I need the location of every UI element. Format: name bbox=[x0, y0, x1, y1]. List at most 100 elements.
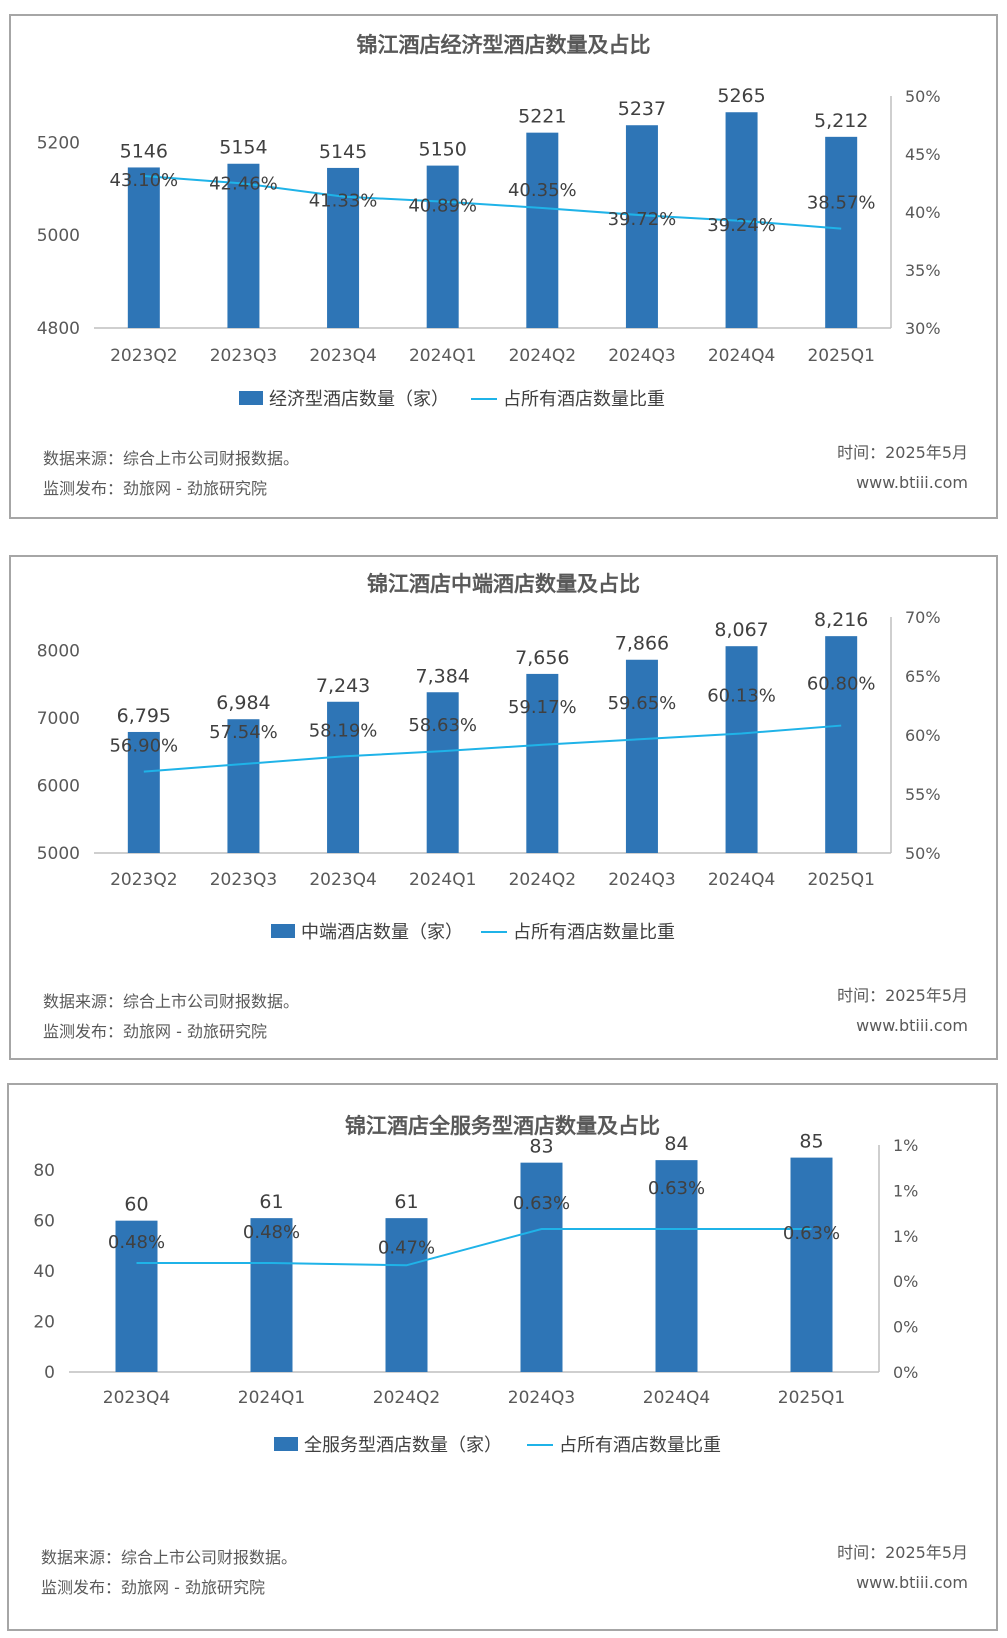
economy-hotel-chart: 4800 5000 5200 30% 35% 40% 45% 50% 5146 2023Q2 515… bbox=[37, 85, 941, 410]
category-label: 2024Q4 bbox=[643, 1388, 710, 1408]
share-value-label: 0.63% bbox=[783, 1223, 840, 1244]
share-value-label: 57.54% bbox=[209, 722, 278, 743]
share-value-label: 38.57% bbox=[807, 193, 876, 214]
share-value-label: 40.89% bbox=[408, 196, 477, 217]
category-label: 2024Q2 bbox=[509, 870, 576, 890]
y-right-tick-label: 30% bbox=[905, 319, 941, 338]
data-source: 数据来源：综合上市公司财报数据。 bbox=[41, 1548, 298, 1567]
share-value-label: 39.72% bbox=[608, 209, 677, 230]
category-label: 2023Q3 bbox=[210, 346, 277, 366]
bar-value-label: 5237 bbox=[618, 98, 666, 120]
bar-2025Q1 bbox=[825, 136, 858, 328]
category-label: 2023Q4 bbox=[103, 1388, 170, 1408]
midscale-hotel-chart-panel: 锦江酒店中端酒店数量及占比 5000 6000 7000 8000 50% 55% 60% 6… bbox=[9, 555, 998, 1060]
share-value-label: 41.33% bbox=[309, 191, 378, 212]
category-label: 2024Q4 bbox=[708, 870, 775, 890]
share-value-label: 40.35% bbox=[508, 180, 577, 201]
share-value-label: 0.47% bbox=[378, 1237, 435, 1258]
data-source: 数据来源：综合上市公司财报数据。 bbox=[43, 992, 300, 1011]
legend-line-label: 占所有酒店数量比重 bbox=[513, 922, 675, 943]
full-service-hotel-chart: 0 20 40 60 80 0% 0% 0% 1% 1% 1% 60 2023Q4 61 2024Q1 61 2… bbox=[33, 1131, 918, 1456]
footer-left: 数据来源：综合上市公司财报数据。 监测发布：劲旅网 - 劲旅研究院 bbox=[43, 987, 299, 1047]
y-right-tick-label: 0% bbox=[893, 1318, 918, 1337]
category-label: 2025Q1 bbox=[778, 1388, 845, 1408]
y-right-tick-label: 1% bbox=[893, 1227, 918, 1246]
y-left-tick-label: 6000 bbox=[37, 777, 80, 797]
y-right-tick-label: 70% bbox=[905, 608, 941, 627]
share-value-label: 59.17% bbox=[508, 697, 577, 718]
share-value-label: 0.48% bbox=[243, 1222, 300, 1243]
bar-value-label: 5146 bbox=[120, 140, 168, 162]
share-value-label: 58.63% bbox=[408, 715, 477, 736]
bar-value-label: 61 bbox=[394, 1191, 418, 1213]
legend-line-label: 占所有酒店数量比重 bbox=[503, 389, 665, 410]
bar-value-label: 85 bbox=[799, 1131, 823, 1153]
y-left-tick-label: 5200 bbox=[37, 133, 80, 153]
bar-value-label: 5,212 bbox=[814, 110, 868, 132]
publish-time: 时间：2025年5月 bbox=[837, 986, 968, 1005]
legend-bar-label: 经济型酒店数量（家） bbox=[269, 389, 449, 410]
bar-value-label: 7,243 bbox=[316, 675, 370, 697]
publisher: 监测发布：劲旅网 - 劲旅研究院 bbox=[43, 1022, 267, 1041]
share-value-label: 0.63% bbox=[513, 1193, 570, 1214]
economy-hotel-chart-panel: 锦江酒店经济型酒店数量及占比 4800 5000 5200 30% 35% 40% 45% 5… bbox=[9, 14, 998, 519]
y-right-tick-label: 35% bbox=[905, 261, 941, 280]
bar-2024Q3 bbox=[520, 1162, 563, 1372]
category-label: 2024Q2 bbox=[373, 1388, 440, 1408]
category-label: 2024Q3 bbox=[608, 870, 675, 890]
bar-value-label: 5154 bbox=[219, 137, 267, 159]
share-value-label: 59.65% bbox=[608, 693, 677, 714]
category-label: 2024Q4 bbox=[708, 346, 775, 366]
bar-2024Q1 bbox=[426, 165, 459, 328]
category-label: 2023Q4 bbox=[309, 870, 376, 890]
share-line bbox=[136, 1227, 812, 1267]
category-label: 2024Q1 bbox=[238, 1388, 305, 1408]
bar-2023Q2 bbox=[127, 731, 160, 853]
bar-2024Q2 bbox=[526, 132, 559, 328]
legend-bar-swatch bbox=[274, 1437, 298, 1451]
publish-time: 时间：2025年5月 bbox=[837, 443, 968, 462]
bar-2024Q3 bbox=[625, 659, 658, 853]
category-label: 2025Q1 bbox=[807, 346, 874, 366]
bar-value-label: 5221 bbox=[518, 106, 566, 128]
y-left-tick-label: 5000 bbox=[37, 844, 80, 864]
footer-right: 时间：2025年5月 www.btiii.com bbox=[837, 981, 968, 1041]
y-left-tick-label: 80 bbox=[33, 1161, 55, 1181]
site-url: www.btiii.com bbox=[856, 1573, 968, 1592]
bar-value-label: 60 bbox=[124, 1194, 148, 1216]
bar-value-label: 5150 bbox=[419, 139, 467, 161]
bar-value-label: 83 bbox=[529, 1136, 553, 1158]
share-line bbox=[143, 175, 842, 230]
full-service-hotel-chart-panel: 锦江酒店全服务型酒店数量及占比 0 20 40 60 80 0% 0% 0% 1% 1% 1% 60 2… bbox=[7, 1083, 998, 1631]
y-left-tick-label: 0 bbox=[44, 1363, 55, 1383]
site-url: www.btiii.com bbox=[856, 1016, 968, 1035]
y-left-tick-label: 5000 bbox=[37, 226, 80, 246]
bar-value-label: 6,984 bbox=[216, 692, 270, 714]
category-label: 2023Q4 bbox=[309, 346, 376, 366]
bar-2023Q3 bbox=[227, 719, 260, 853]
bar-2023Q4 bbox=[115, 1220, 158, 1372]
legend-bar-swatch bbox=[271, 924, 295, 938]
y-left-tick-label: 40 bbox=[33, 1262, 55, 1282]
category-label: 2024Q1 bbox=[409, 870, 476, 890]
bar-value-label: 5145 bbox=[319, 141, 367, 163]
bar-2024Q4 bbox=[725, 646, 758, 853]
share-value-label: 39.24% bbox=[707, 215, 776, 236]
site-url: www.btiii.com bbox=[856, 473, 968, 492]
footer-right: 时间：2025年5月 www.btiii.com bbox=[837, 1538, 968, 1598]
bar-2024Q1 bbox=[250, 1218, 293, 1372]
category-label: 2024Q2 bbox=[509, 346, 576, 366]
y-right-tick-label: 45% bbox=[905, 145, 941, 164]
y-right-tick-label: 55% bbox=[905, 785, 941, 804]
y-right-tick-label: 1% bbox=[893, 1136, 918, 1155]
share-value-label: 60.13% bbox=[707, 685, 776, 706]
midscale-hotel-chart: 5000 6000 7000 8000 50% 55% 60% 65% 70% 6,795 2023… bbox=[37, 608, 941, 943]
bar-value-label: 8,216 bbox=[814, 609, 868, 631]
data-source: 数据来源：综合上市公司财报数据。 bbox=[43, 449, 300, 468]
chart-title: 锦江酒店经济型酒店数量及占比 bbox=[356, 33, 651, 57]
legend-bar-swatch bbox=[239, 391, 263, 405]
y-right-tick-label: 50% bbox=[905, 87, 941, 106]
chart-title: 锦江酒店全服务型酒店数量及占比 bbox=[345, 1114, 660, 1138]
category-label: 2024Q3 bbox=[608, 346, 675, 366]
share-value-label: 0.48% bbox=[108, 1232, 165, 1253]
